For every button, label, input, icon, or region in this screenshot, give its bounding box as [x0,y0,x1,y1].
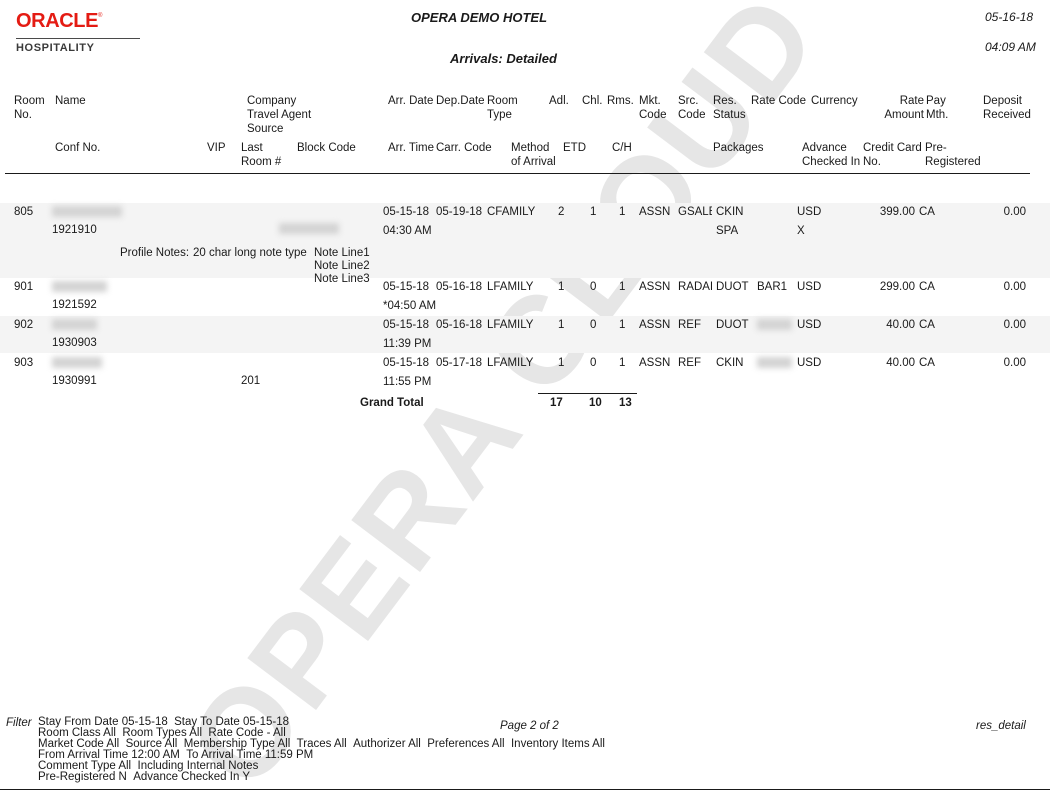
svg-text:®: ® [98,12,103,19]
svg-text:ORACLE: ORACLE [16,10,98,32]
